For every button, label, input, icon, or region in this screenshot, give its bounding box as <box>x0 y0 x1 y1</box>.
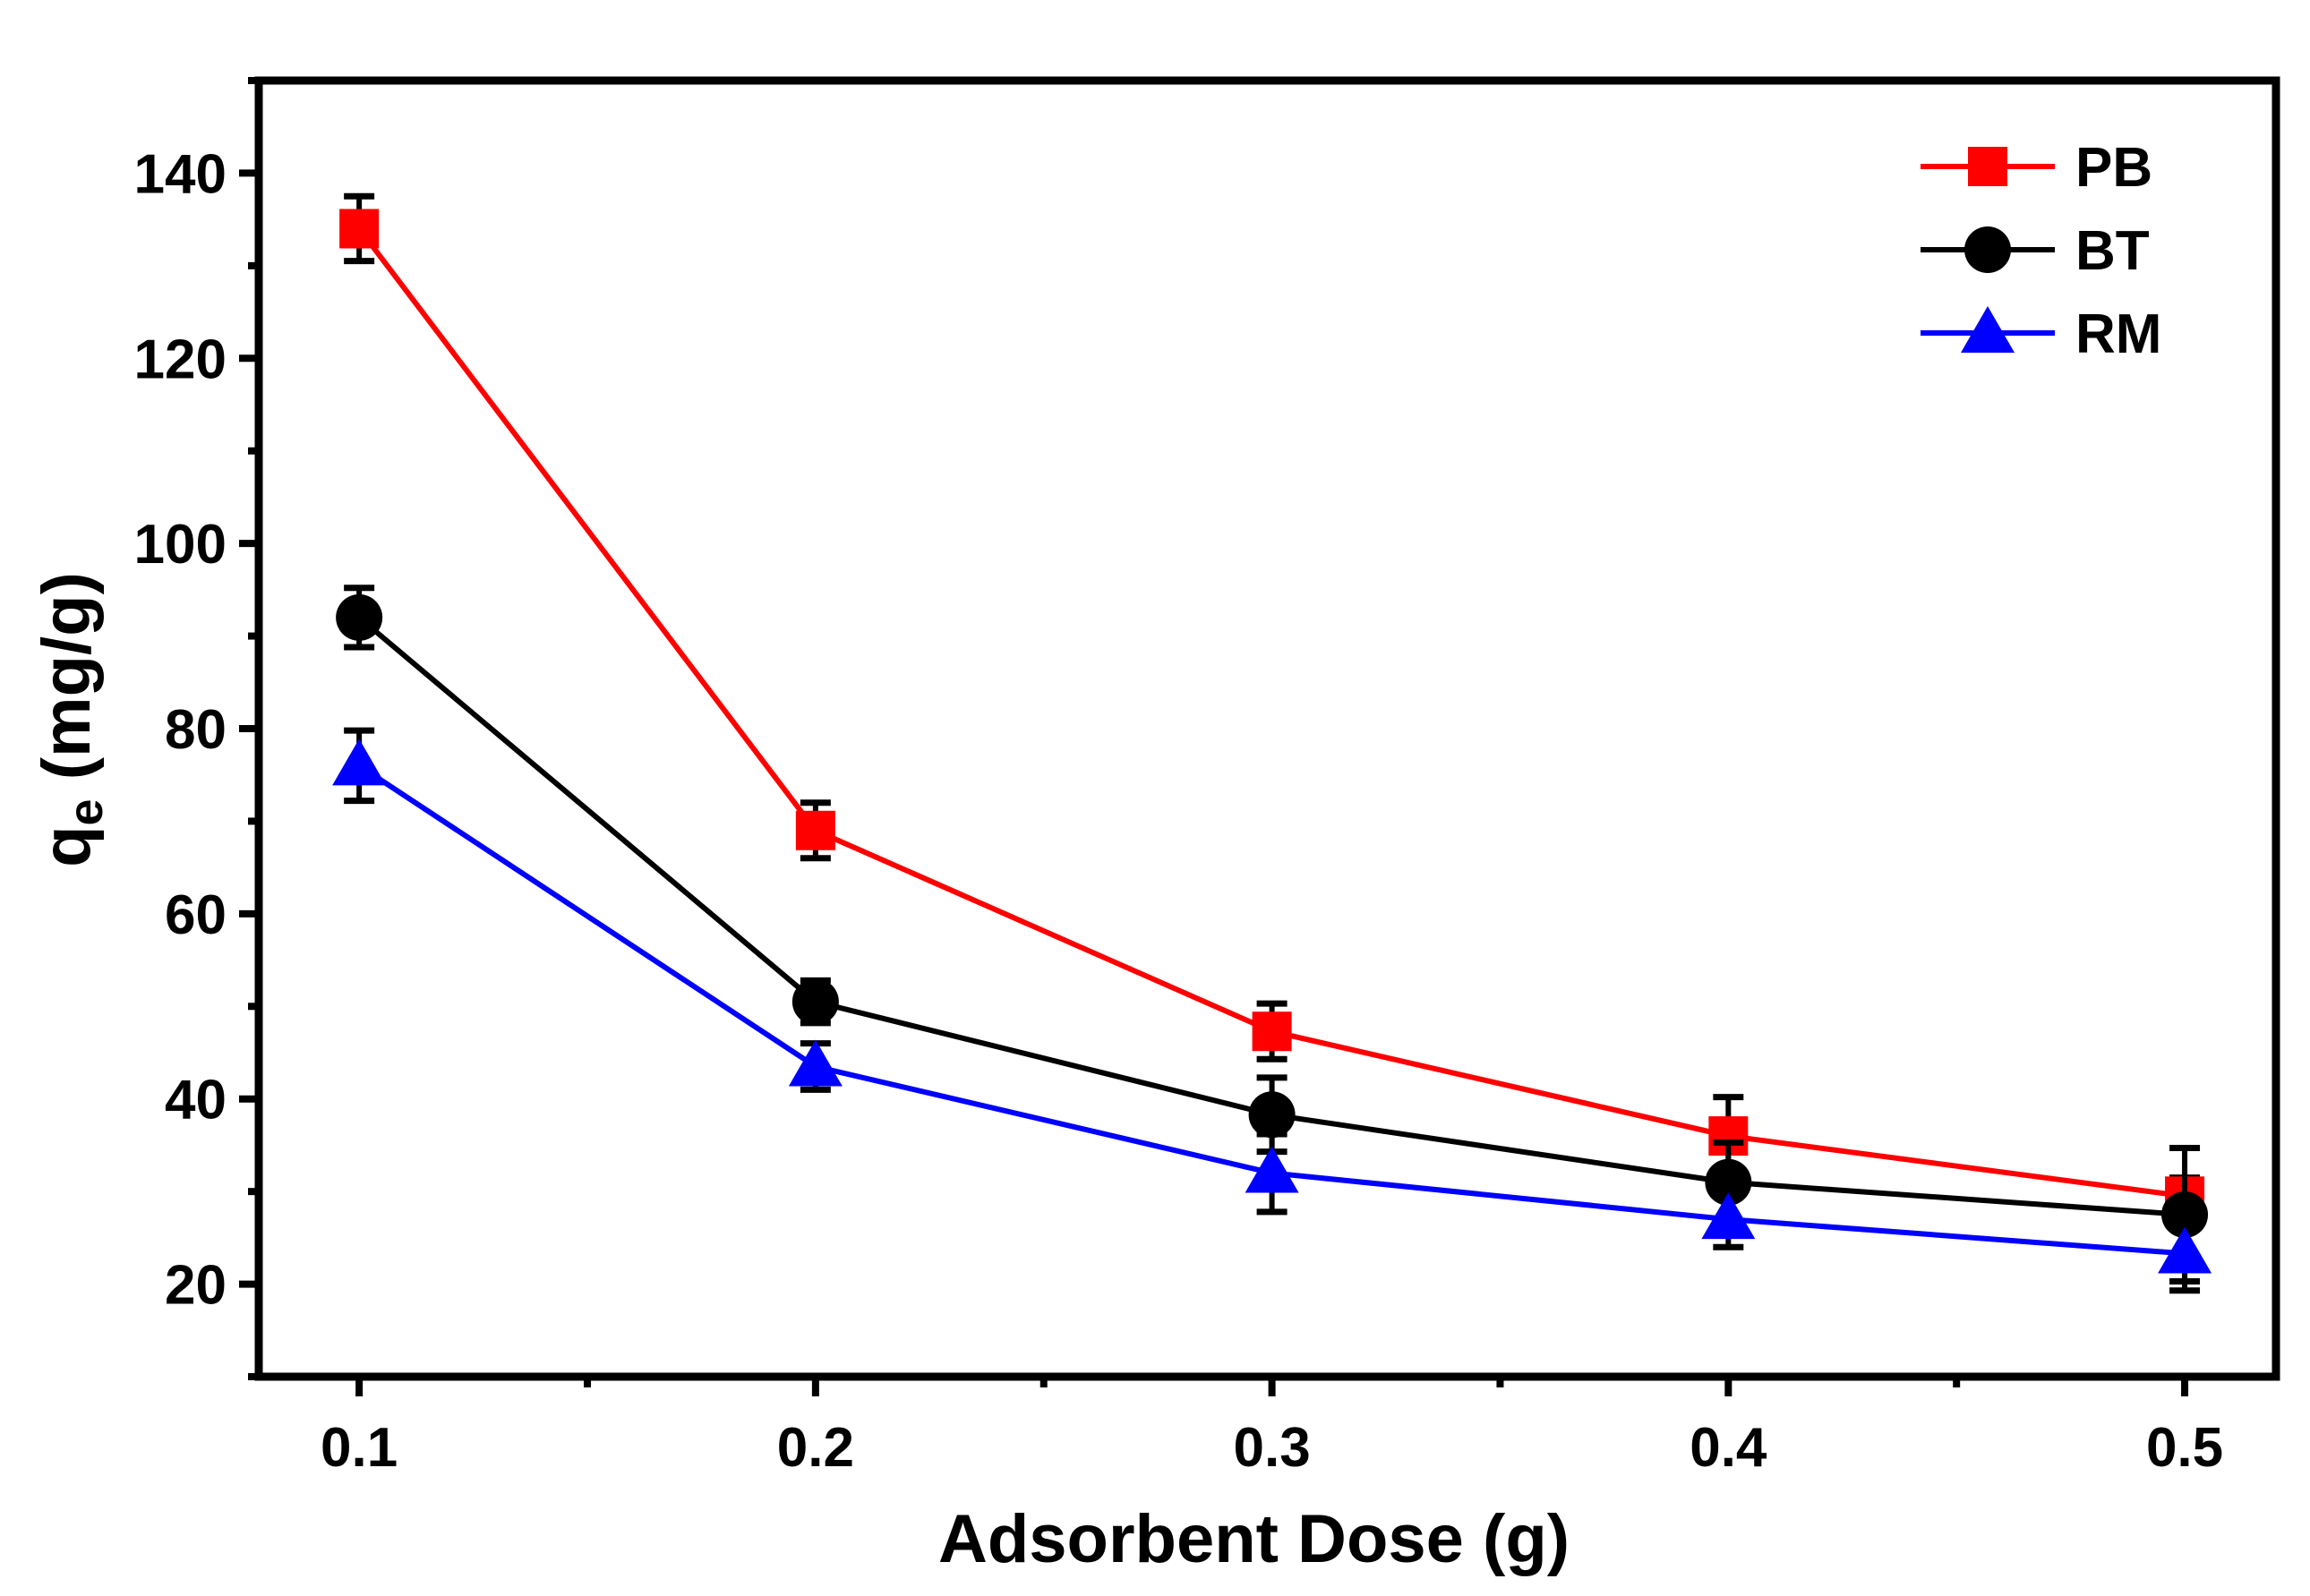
y-tick-label: 20 <box>165 1255 227 1317</box>
legend-label-rm: RM <box>2075 303 2161 365</box>
data-point-rm <box>788 1039 843 1087</box>
data-point-bt <box>1248 1091 1296 1139</box>
y-axis-title-main: q <box>29 825 105 866</box>
data-point-rm <box>1245 1146 1299 1193</box>
data-point-pb <box>1252 1011 1292 1052</box>
y-axis-title: qe (mg/g) <box>29 572 113 867</box>
y-tick-label: 120 <box>134 329 227 390</box>
y-tick-label: 60 <box>165 884 227 946</box>
series-layer <box>332 192 2212 1294</box>
data-point-pb <box>795 810 835 850</box>
axes: 20 40 60 80 100 120 140 0.1 0.2 0.3 0.4 0.5 <box>134 76 2280 1479</box>
y-axis-title-units: (mg/g) <box>29 572 105 798</box>
axis-labels: Adsorbent Dose (g) qe (mg/g) <box>29 572 1570 1577</box>
x-axis-title: Adsorbent Dose (g) <box>938 1501 1570 1577</box>
y-tick-label: 40 <box>165 1070 227 1131</box>
data-point-rm <box>2158 1226 2212 1274</box>
legend-entry-rm: RM <box>1921 303 2161 365</box>
x-tick-label: 0.2 <box>777 1417 854 1479</box>
legend-marker-pb <box>1968 147 2007 186</box>
legend-label-bt: BT <box>2075 220 2150 282</box>
data-point-rm <box>332 738 387 786</box>
legend-marker-bt <box>1964 226 2011 273</box>
legend-marker-rm <box>1961 306 2015 353</box>
series-pb <box>339 192 2205 1218</box>
x-tick-label: 0.5 <box>2146 1417 2223 1479</box>
x-tick-label: 0.1 <box>321 1417 398 1479</box>
y-tick-label: 80 <box>165 699 227 761</box>
legend-entry-pb: PB <box>1921 137 2152 199</box>
legend-entry-bt: BT <box>1921 220 2150 282</box>
data-point-rm <box>1701 1192 1756 1240</box>
data-point-bt <box>336 593 383 641</box>
y-tick-label: 140 <box>134 143 227 205</box>
y-tick-label: 100 <box>134 514 227 576</box>
legend: PB BT RM <box>1921 137 2161 365</box>
y-axis-title-subscript: e <box>59 798 113 825</box>
x-tick-label: 0.4 <box>1690 1417 1767 1479</box>
legend-label-pb: PB <box>2075 137 2152 199</box>
data-point-bt <box>791 978 839 1026</box>
series-rm <box>332 727 2212 1294</box>
x-tick-label: 0.3 <box>1233 1417 1310 1479</box>
data-point-pb <box>339 209 380 249</box>
